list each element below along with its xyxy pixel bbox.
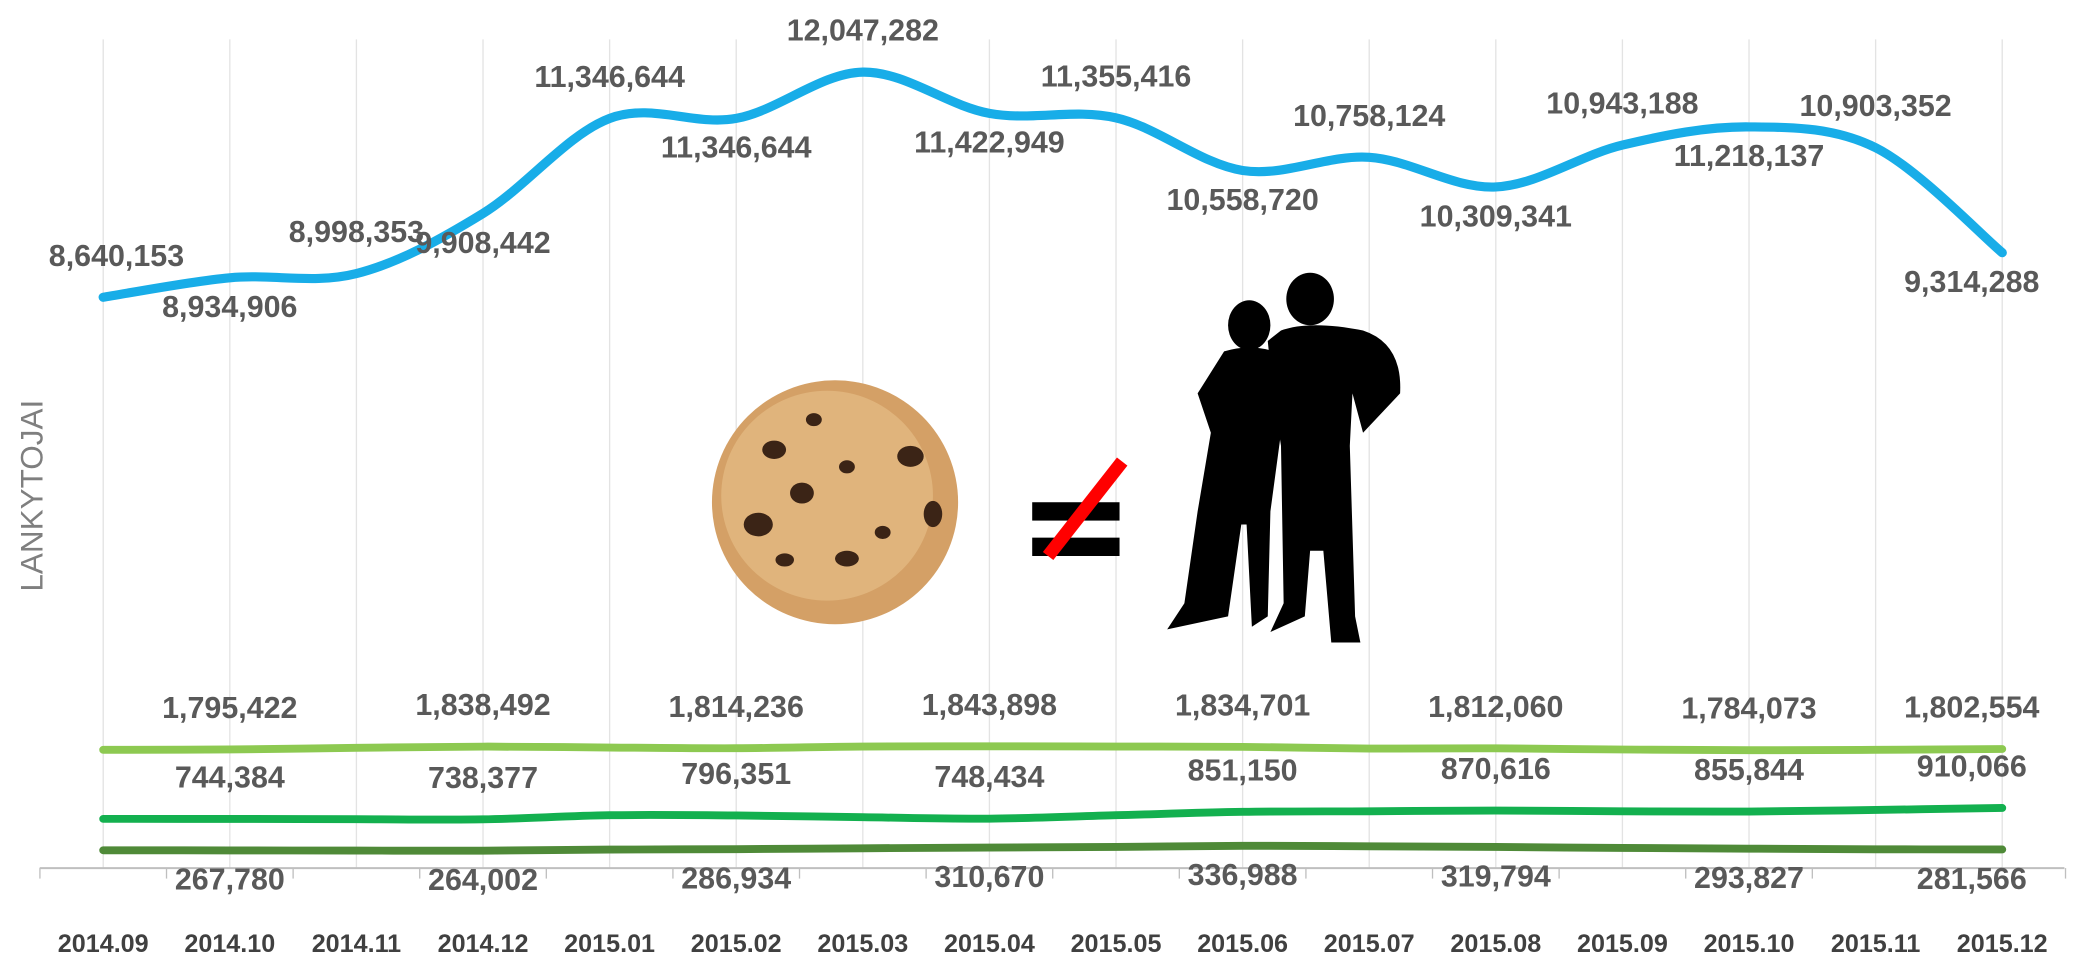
x-tick-label: 2015.03 <box>817 930 908 958</box>
data-label: 11,355,416 <box>1041 60 1192 93</box>
data-label: 738,377 <box>428 762 538 795</box>
x-tick-label: 2015.02 <box>691 930 782 958</box>
data-label: 1,814,236 <box>669 691 804 724</box>
x-tick-label: 2015.12 <box>1957 930 2048 958</box>
data-label: 870,616 <box>1441 753 1551 786</box>
cookie-image <box>711 380 959 625</box>
data-label: 8,998,353 <box>289 216 424 249</box>
line-series <box>99 742 2007 755</box>
data-label: 910,066 <box>1917 751 2027 784</box>
x-tick-label: 2014.09 <box>58 930 149 958</box>
data-label: 11,218,137 <box>1674 140 1825 173</box>
x-tick-label: 2014.12 <box>438 930 529 958</box>
line-series <box>99 841 2007 855</box>
data-label: 319,794 <box>1441 860 1551 893</box>
x-tick-label: 2014.10 <box>184 930 275 958</box>
y-axis-label: LANKYTOJAI <box>13 400 49 592</box>
data-label: 8,934,906 <box>162 291 297 324</box>
data-label: 9,908,442 <box>415 227 550 260</box>
data-label: 1,834,701 <box>1175 690 1310 723</box>
data-label: 11,346,644 <box>661 132 812 165</box>
x-tick-label: 2015.04 <box>944 930 1035 958</box>
data-label: 744,384 <box>175 762 285 795</box>
data-label: 281,566 <box>1917 863 2027 896</box>
data-label: 855,844 <box>1694 754 1804 787</box>
data-label: 9,314,288 <box>1904 266 2039 299</box>
data-label: 1,843,898 <box>922 689 1057 722</box>
x-tick-label: 2015.01 <box>564 930 655 958</box>
not-equal-sign <box>1032 457 1128 561</box>
data-label: 10,309,341 <box>1420 200 1572 233</box>
data-label: 10,558,720 <box>1166 184 1318 217</box>
data-label: 267,780 <box>175 864 285 897</box>
data-label: 11,422,949 <box>914 127 1065 160</box>
data-label: 264,002 <box>428 864 538 897</box>
data-label: 310,670 <box>934 861 1044 894</box>
data-label: 796,351 <box>681 758 791 791</box>
data-label: 12,047,282 <box>787 15 939 48</box>
line-series <box>99 804 2007 824</box>
data-label: 336,988 <box>1188 859 1298 892</box>
x-tick-label: 2015.07 <box>1324 930 1415 958</box>
data-label: 11,346,644 <box>534 61 685 94</box>
data-label: 10,758,124 <box>1293 100 1445 133</box>
data-label: 1,795,422 <box>162 692 297 725</box>
data-label: 1,784,073 <box>1681 693 1816 726</box>
data-label: 1,838,492 <box>415 689 550 722</box>
people-silhouette <box>1167 272 1401 643</box>
x-tick-label: 2015.05 <box>1071 930 1162 958</box>
x-tick-label: 2015.11 <box>1831 930 1921 958</box>
data-label: 10,943,188 <box>1546 88 1698 121</box>
x-tick-label: 2014.11 <box>312 930 402 958</box>
data-label: 286,934 <box>681 863 791 896</box>
data-label: 10,903,352 <box>1799 90 1951 123</box>
x-tick-label: 2015.06 <box>1197 930 1288 958</box>
data-label: 748,434 <box>934 761 1044 794</box>
line-series <box>98 67 2007 302</box>
data-label: 1,812,060 <box>1428 691 1563 724</box>
data-label: 851,150 <box>1188 755 1298 788</box>
data-label: 8,640,153 <box>49 240 184 273</box>
x-tick-label: 2015.10 <box>1704 930 1795 958</box>
data-label: 293,827 <box>1694 862 1804 895</box>
x-tick-label: 2015.08 <box>1450 930 1541 958</box>
x-tick-label: 2015.09 <box>1577 930 1668 958</box>
data-label: 1,802,554 <box>1904 692 2039 725</box>
